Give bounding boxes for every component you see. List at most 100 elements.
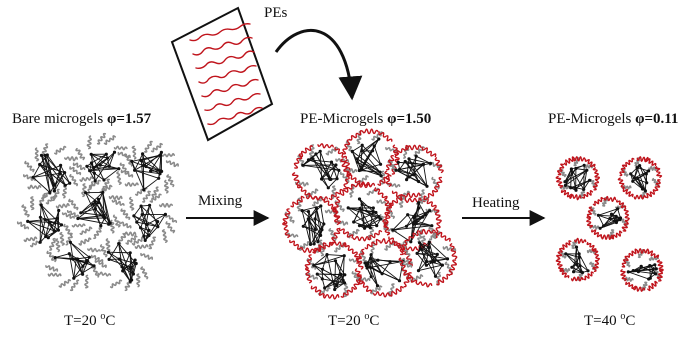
crosslink: [147, 233, 151, 238]
polymer-strand: [377, 174, 392, 186]
polymer-strand: [305, 195, 323, 201]
network-bond: [131, 161, 145, 190]
polymer-strand: [118, 221, 132, 229]
polymer-strand: [81, 183, 87, 198]
crosslink: [99, 224, 103, 228]
network-bond: [108, 243, 120, 260]
crosslink: [428, 209, 432, 213]
microgel: [66, 181, 125, 240]
crosslink: [133, 258, 137, 262]
network-bond: [315, 207, 322, 236]
crosslink: [639, 264, 643, 268]
polymer-strand: [622, 188, 634, 198]
network-bond: [336, 274, 342, 286]
crosslink: [357, 224, 362, 228]
network-bond: [93, 167, 119, 170]
crosslink: [59, 163, 63, 167]
crosslink: [636, 176, 640, 181]
polymer-strand: [382, 219, 391, 236]
crosslink: [569, 186, 573, 190]
polymer-strand: [84, 274, 89, 289]
microgel: [16, 192, 75, 251]
polymer-strand: [559, 268, 570, 279]
polymer-strand: [410, 274, 424, 283]
crosslink: [563, 183, 568, 187]
network-bond: [321, 178, 329, 189]
crosslink: [406, 213, 410, 217]
crosslink: [572, 270, 576, 274]
crosslink: [68, 240, 72, 244]
polymer-strand: [331, 227, 341, 244]
crosslink: [53, 256, 57, 260]
crosslink: [409, 240, 413, 244]
crosslink: [128, 279, 132, 283]
polymer-strand: [388, 283, 395, 297]
network-bond: [308, 211, 322, 236]
network-bond: [134, 154, 161, 171]
crosslink: [135, 220, 139, 224]
pe-microgel-cluster-collapsed: [555, 156, 664, 292]
crosslink: [563, 180, 567, 184]
polymer-strand: [390, 194, 405, 207]
polymer-strand: [128, 196, 135, 211]
crosslink: [81, 264, 85, 268]
polymer-strand: [87, 181, 94, 194]
crosslink: [59, 223, 64, 227]
network-bond: [348, 207, 376, 213]
crosslink: [631, 269, 635, 273]
network-bond: [142, 153, 144, 166]
polymer-strand: [150, 142, 163, 153]
network-bond: [315, 153, 330, 179]
polymer-strand: [340, 286, 356, 298]
microgel: [118, 190, 178, 250]
polymer-strand: [385, 155, 395, 171]
network-bond: [90, 154, 105, 181]
network-bond: [571, 266, 582, 273]
polymer-strand: [626, 248, 638, 258]
polymer-strand: [563, 156, 575, 166]
crosslink: [96, 197, 101, 201]
crosslink: [342, 254, 346, 258]
polymer-strand: [592, 259, 600, 272]
crosslink: [429, 260, 433, 264]
network-bond: [301, 205, 321, 212]
network-bond: [68, 253, 75, 279]
crosslink: [577, 252, 581, 256]
crosslink: [574, 188, 578, 192]
polymer-strand: [131, 236, 145, 246]
network-bond: [301, 210, 323, 231]
crosslink: [411, 222, 416, 226]
polymer-strand: [282, 208, 291, 225]
polymer-strand: [403, 192, 421, 199]
network-bond: [326, 254, 345, 257]
crosslink: [424, 263, 428, 267]
polymer-strand: [592, 248, 600, 261]
network-bond: [583, 170, 588, 190]
crosslink: [435, 252, 439, 256]
network-bond: [41, 155, 55, 192]
crosslink: [133, 168, 137, 172]
polymer-strand: [322, 293, 340, 300]
heating-label: Heating: [472, 195, 520, 211]
polymer-strand: [66, 210, 80, 218]
pes-label: PEs: [264, 5, 288, 21]
crosslink: [412, 173, 416, 177]
crosslink: [378, 170, 382, 174]
panel3-phi-value: =0.11: [644, 111, 679, 127]
network-bond: [44, 155, 55, 192]
network-bond: [583, 165, 585, 190]
network-bond: [420, 248, 438, 255]
crosslink: [440, 263, 444, 267]
network-bond: [347, 207, 371, 229]
polymer-strand: [590, 206, 597, 216]
panel3-temp-unit: C: [625, 313, 636, 329]
network-bond: [91, 153, 107, 164]
polymer-strand: [79, 226, 93, 235]
crosslink: [355, 157, 359, 161]
polymer-strand: [645, 189, 656, 199]
network-bond: [356, 158, 381, 173]
network-bond: [406, 210, 430, 227]
polymer-strand: [391, 158, 399, 175]
polymer-strand: [399, 257, 413, 265]
polymer-strand: [99, 184, 113, 194]
